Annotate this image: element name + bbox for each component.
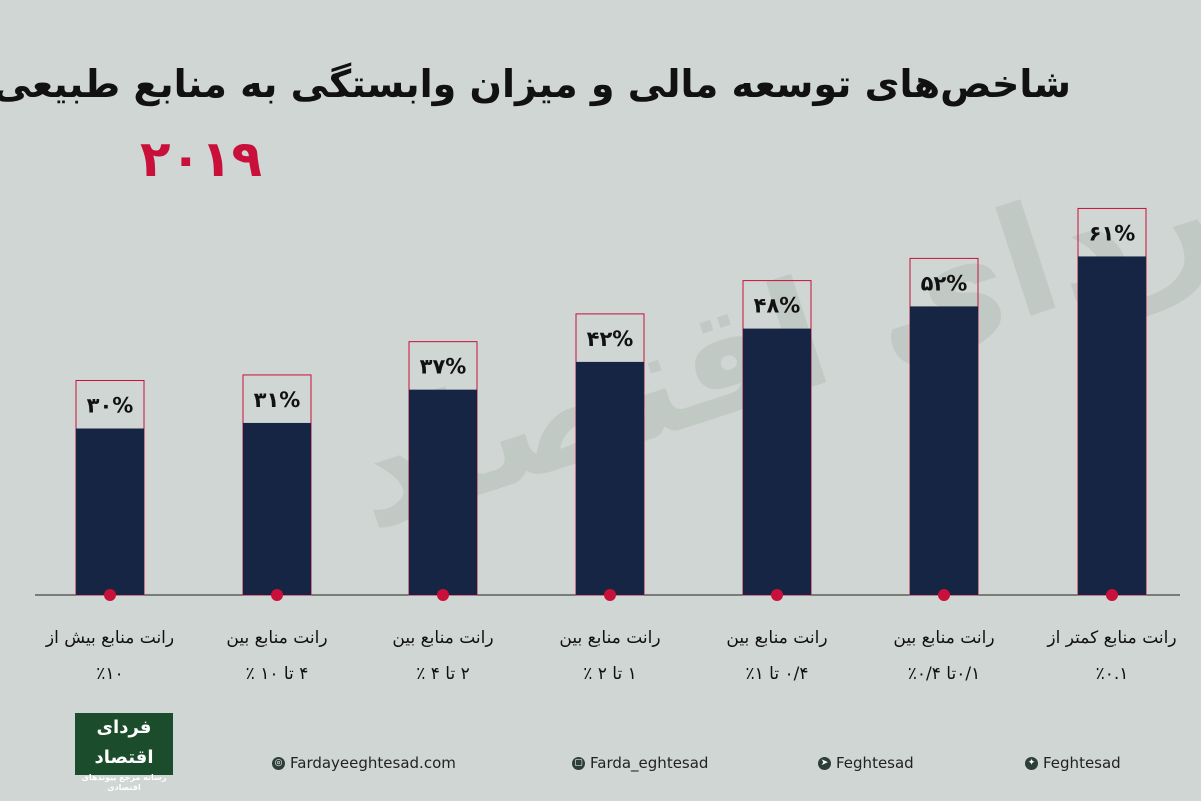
category-label-line: ٪۰.۱: [1095, 664, 1129, 684]
category-label-line: رانت منابع بین: [392, 628, 494, 648]
chart-title: شاخص‌های توسعه مالی و میزان وابستگی به م…: [0, 62, 1071, 106]
bar: [76, 428, 144, 595]
data-label: ۵۲%: [921, 271, 968, 295]
axis-dot: [1106, 589, 1118, 601]
category-label-line: ۱ تا ۲ ٪: [583, 664, 637, 684]
axis-dot: [437, 589, 449, 601]
data-label: ۳۰%: [87, 394, 134, 418]
website-link[interactable]: ◎ Fardayeeghtesad.com: [272, 754, 456, 772]
category-label-line: ۲ تا ۴ ٪: [416, 664, 470, 684]
bar: [243, 422, 311, 595]
bar: [743, 328, 811, 595]
category-label: رانت منابع بین ۲ تا ۴ ٪: [358, 620, 528, 692]
instagram-icon: ▢: [572, 756, 585, 770]
category-label: رانت منابع بین ۰/۴ تا ۱٪: [692, 620, 862, 692]
data-label: ۳۱%: [254, 388, 301, 412]
category-label: رانت منابع بین ۱ تا ۲ ٪: [525, 620, 695, 692]
data-label: ۶۱%: [1089, 221, 1136, 245]
category-label-line: رانت منابع بین: [726, 628, 828, 648]
year-label: ۲۰۱۹: [140, 130, 263, 188]
axis-dot: [938, 589, 950, 601]
category-label: رانت منابع بیش از ٪۱۰: [25, 620, 195, 692]
bar: [576, 361, 644, 595]
axis-dot: [604, 589, 616, 601]
brand-logo: فردای اقتصاد رسانه مرجع پیوندهای اقتصادی: [75, 713, 173, 792]
category-label-line: رانت منابع بین: [559, 628, 661, 648]
data-label: ۳۷%: [420, 355, 467, 379]
instagram-text: Farda_eghtesad: [590, 754, 709, 772]
twitter-icon: ✦: [1025, 756, 1038, 770]
category-label: رانت منابع بین ۰/۱تا ۰/۴٪: [859, 620, 1029, 692]
category-label-line: رانت منابع بیش از: [45, 628, 175, 648]
telegram-text: Feghtesad: [836, 754, 914, 772]
logo-text: فردای اقتصاد: [94, 717, 154, 768]
telegram-icon: ➤: [818, 756, 831, 770]
globe-icon: ◎: [272, 756, 285, 770]
twitter-text: Feghtesad: [1043, 754, 1121, 772]
bar: [409, 389, 477, 595]
website-text: Fardayeeghtesad.com: [290, 754, 456, 772]
data-label: ۴۸%: [754, 294, 801, 318]
category-label: رانت منابع بین ۴ تا ۱۰ ٪: [192, 620, 362, 692]
axis-dot: [771, 589, 783, 601]
twitter-link[interactable]: ✦ Feghtesad: [1025, 754, 1121, 772]
telegram-link[interactable]: ➤ Feghtesad: [818, 754, 914, 772]
axis-dot: [104, 589, 116, 601]
category-label-line: ۰/۱تا ۰/۴٪: [907, 664, 981, 684]
instagram-link[interactable]: ▢ Farda_eghtesad: [572, 754, 708, 772]
category-label-line: ۰/۴ تا ۱٪: [745, 664, 809, 684]
category-label: رانت منابع کمتر از ٪۰.۱: [1027, 620, 1197, 692]
category-label-line: رانت منابع کمتر از: [1047, 628, 1177, 648]
logo-tagline: رسانه مرجع پیوندهای اقتصادی: [81, 773, 167, 792]
bar: [1078, 256, 1146, 595]
category-label-line: ٪۱۰: [96, 664, 124, 684]
category-label-line: رانت منابع بین: [226, 628, 328, 648]
category-label-line: ۴ تا ۱۰ ٪: [245, 664, 309, 684]
category-label-line: رانت منابع بین: [893, 628, 995, 648]
axis-dot: [271, 589, 283, 601]
bar: [910, 306, 978, 595]
data-label: ۴۲%: [587, 327, 634, 351]
